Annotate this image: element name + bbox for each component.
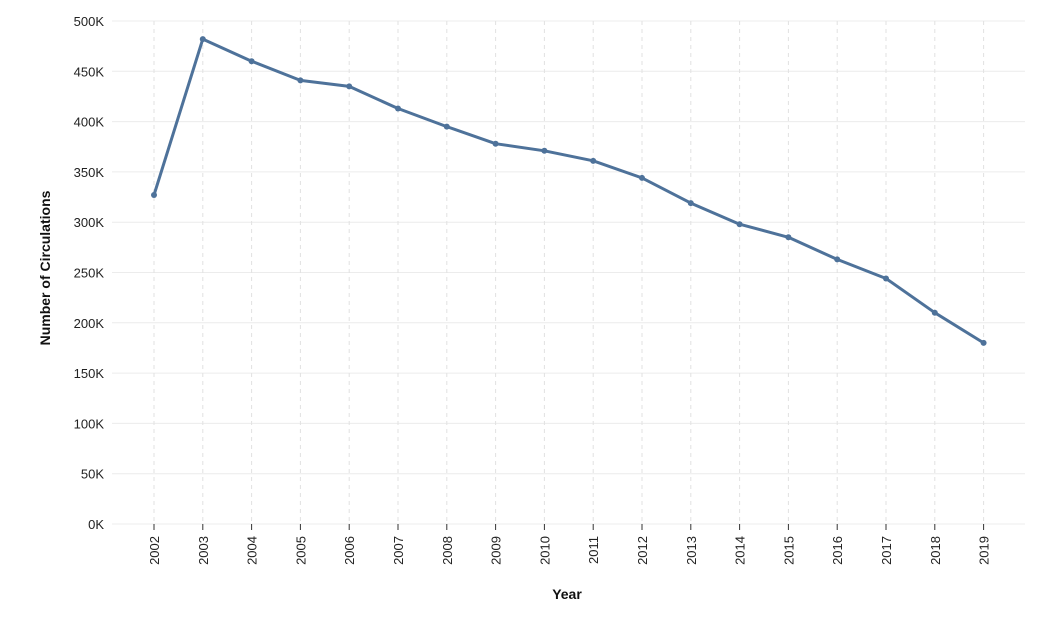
x-tick-label: 2009 <box>489 536 504 565</box>
data-point <box>395 105 401 112</box>
data-point <box>639 174 645 181</box>
y-tick-label: 400K <box>74 115 105 130</box>
y-axis-title: Number of Circulations <box>37 190 53 345</box>
y-tick-label: 100K <box>74 416 105 431</box>
data-point <box>346 83 353 90</box>
y-tick-label: 300K <box>74 215 105 230</box>
x-tick-label: 2003 <box>196 536 211 565</box>
x-tick-label: 2004 <box>245 536 260 565</box>
data-point <box>736 221 743 228</box>
x-tick-label: 2010 <box>537 536 552 565</box>
x-tick-label: 2014 <box>733 536 748 565</box>
x-tick-label: 2008 <box>440 536 455 565</box>
data-point <box>151 192 157 199</box>
data-point <box>834 256 841 263</box>
series-layer <box>151 36 987 346</box>
x-axis: 2002 2003 2004 2005 2006 2007 2008 2009 2010 2011… <box>147 524 992 565</box>
data-point <box>248 58 255 65</box>
y-tick-label: 50K <box>81 467 104 482</box>
x-axis-title: Year <box>552 586 582 602</box>
grid <box>112 20 1025 525</box>
data-point <box>883 275 889 282</box>
y-tick-label: 0K <box>88 517 104 532</box>
data-point <box>931 309 938 316</box>
x-tick-label: 2006 <box>342 536 357 565</box>
y-tick-label: 450K <box>74 64 105 79</box>
data-point <box>199 36 206 43</box>
x-tick-label: 2016 <box>830 536 845 565</box>
x-tick-label: 2013 <box>684 536 699 565</box>
x-tick-label: 2017 <box>879 536 894 565</box>
y-tick-label: 150K <box>74 366 105 381</box>
y-axis: 0K 50K 100K 150K 200K 250K 300K 350K 400K 450K 500… <box>74 14 105 532</box>
series-line <box>152 37 986 345</box>
x-tick-label: 2015 <box>781 536 796 565</box>
x-tick-label: 2007 <box>391 536 406 565</box>
x-tick-label: 2011 <box>586 536 601 564</box>
y-tick-label: 200K <box>74 316 105 331</box>
x-tick-label: 2005 <box>293 536 308 565</box>
data-point <box>687 200 694 207</box>
x-tick-label: 2019 <box>977 536 992 565</box>
y-tick-label: 500K <box>74 14 105 29</box>
y-tick-label: 350K <box>74 165 105 180</box>
data-point <box>297 77 304 84</box>
data-point <box>541 147 548 154</box>
data-point <box>590 157 597 164</box>
data-point <box>980 339 987 346</box>
x-tick-label: 2002 <box>147 536 162 565</box>
data-point <box>443 123 450 130</box>
data-point <box>492 140 499 147</box>
data-point <box>785 234 792 241</box>
x-tick-label: 2012 <box>635 536 650 565</box>
y-tick-label: 250K <box>74 266 105 281</box>
x-tick-label: 2018 <box>928 536 943 565</box>
